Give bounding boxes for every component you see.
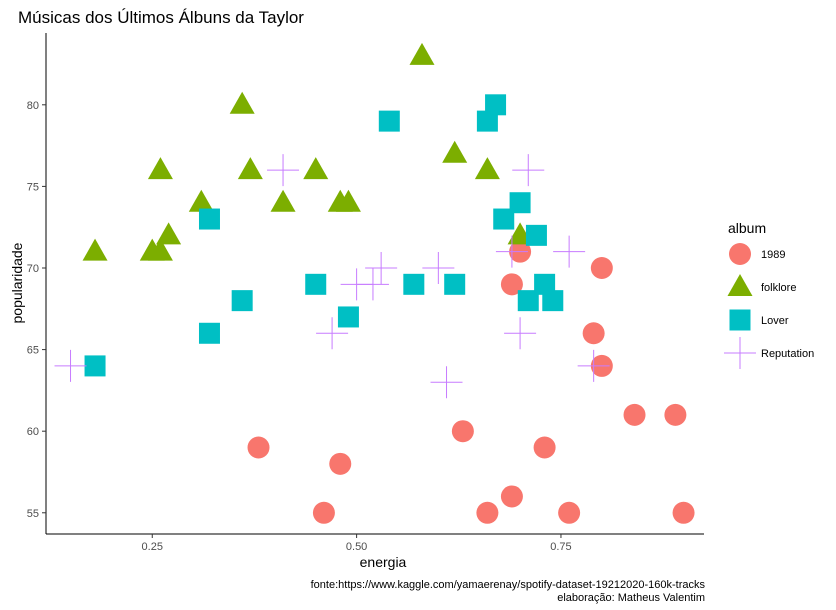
data-point-reputation — [422, 251, 455, 284]
x-tick-label: 0.50 — [346, 541, 367, 553]
y-tick-label: 60 — [27, 426, 39, 438]
x-tick-label: 0.25 — [142, 541, 163, 553]
data-point-1989 — [476, 501, 499, 524]
data-point-lover — [305, 273, 327, 295]
series-1989 — [247, 240, 695, 524]
y-tick-label: 70 — [27, 263, 39, 275]
data-point-lover — [493, 208, 515, 230]
legend-key-lover — [729, 309, 751, 331]
legend: album 1989 folklore Lover Reputation — [724, 220, 814, 369]
data-point-reputation — [356, 268, 389, 301]
data-point-folklore — [147, 157, 173, 180]
data-point-1989 — [672, 501, 695, 524]
data-point-1989 — [623, 403, 646, 426]
y-tick-label: 55 — [27, 508, 39, 520]
caption-source: fonte:https://www.kaggle.com/yamaerenay/… — [311, 579, 706, 591]
y-tick-label: 80 — [27, 100, 39, 112]
data-point-1989 — [312, 501, 335, 524]
y-tick-label: 75 — [27, 181, 39, 193]
data-point-folklore — [303, 157, 329, 180]
data-point-reputation — [54, 349, 87, 382]
data-point-1989 — [500, 485, 523, 508]
data-point-lover — [198, 322, 220, 344]
y-axis-ticks: 55 60 65 70 75 80 — [27, 100, 46, 520]
legend-label-lover: Lover — [761, 315, 789, 327]
data-point-lover — [509, 192, 531, 214]
data-point-reputation — [504, 317, 537, 350]
data-point-1989 — [664, 403, 687, 426]
data-point-lover — [525, 224, 547, 246]
x-axis-ticks: 0.25 0.50 0.75 — [142, 534, 572, 553]
data-point-1989 — [533, 436, 556, 459]
data-point-1989 — [451, 420, 474, 443]
data-point-folklore — [409, 42, 435, 65]
legend-key-reputation — [724, 337, 756, 369]
data-point-reputation — [267, 154, 300, 187]
data-point-folklore — [229, 91, 255, 114]
series-reputation — [54, 154, 610, 399]
data-point-lover — [198, 208, 220, 230]
y-axis-title: popularidade — [9, 242, 25, 323]
data-point-reputation — [495, 235, 528, 268]
x-axis-title: energia — [360, 554, 407, 570]
data-point-folklore — [335, 189, 361, 212]
data-point-folklore — [82, 238, 108, 261]
y-tick-label: 65 — [27, 345, 39, 357]
chart-title: Músicas dos Últimos Álbuns da Taylor — [18, 8, 304, 27]
data-point-1989 — [558, 501, 581, 524]
legend-key-folklore — [727, 274, 753, 296]
data-point-lover — [542, 290, 564, 312]
data-point-lover — [476, 110, 498, 132]
x-tick-label: 0.75 — [550, 541, 571, 553]
data-point-lover — [378, 110, 400, 132]
data-point-1989 — [590, 256, 613, 279]
data-point-lover — [403, 273, 425, 295]
data-point-reputation — [316, 317, 349, 350]
data-point-folklore — [147, 238, 173, 261]
data-point-folklore — [156, 222, 182, 245]
data-point-lover — [231, 290, 253, 312]
data-point-lover — [517, 290, 539, 312]
series-lover — [84, 94, 564, 377]
data-point-folklore — [270, 189, 296, 212]
data-point-folklore — [442, 140, 468, 163]
data-point-folklore — [474, 157, 500, 180]
data-point-1989 — [582, 322, 605, 345]
data-point-reputation — [512, 154, 545, 187]
legend-title: album — [728, 220, 766, 236]
data-point-1989 — [247, 436, 270, 459]
data-point-reputation — [365, 251, 398, 284]
data-point-reputation — [553, 235, 586, 268]
data-point-1989 — [500, 273, 523, 296]
data-point-lover — [84, 355, 106, 377]
data-point-folklore — [237, 157, 263, 180]
data-point-reputation — [577, 349, 610, 382]
plot-area — [54, 42, 695, 524]
data-point-folklore — [188, 189, 214, 212]
data-point-lover — [534, 273, 556, 295]
legend-label-1989: 1989 — [761, 249, 785, 261]
data-point-1989 — [329, 452, 352, 475]
data-point-reputation — [430, 366, 463, 399]
data-point-lover — [444, 273, 466, 295]
data-point-lover — [337, 306, 359, 328]
legend-label-folklore: folklore — [761, 282, 796, 294]
caption-author: elaboração: Matheus Valentim — [557, 592, 705, 604]
legend-key-1989 — [729, 243, 751, 265]
series-folklore — [82, 42, 533, 261]
data-point-lover — [485, 94, 507, 116]
legend-label-reputation: Reputation — [761, 348, 814, 360]
